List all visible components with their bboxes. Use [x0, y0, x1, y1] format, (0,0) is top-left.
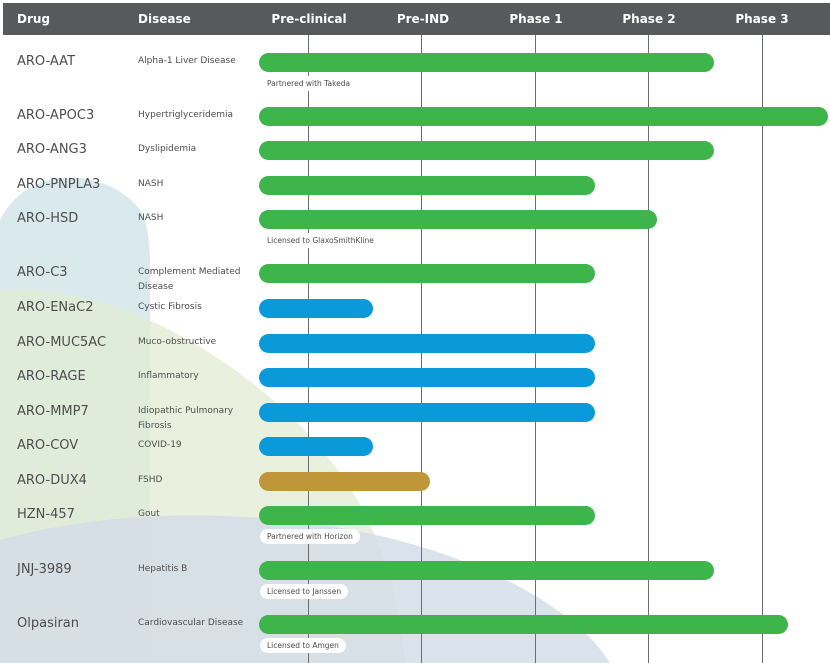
- drug-name: ARO-ANG3: [17, 142, 87, 157]
- disease-name: Cardiovascular Disease: [138, 618, 244, 628]
- disease-column-header: Disease: [138, 12, 191, 26]
- drug-name: ARO-RAGE: [17, 369, 86, 384]
- drug-name: HZN-457: [17, 507, 75, 522]
- progress-bar: [259, 615, 788, 634]
- phase-header-preind: Pre-IND: [396, 12, 450, 26]
- disease-name: Hypertriglyceridemia: [138, 110, 234, 120]
- progress-bar: [259, 506, 595, 525]
- phase-header-phase3: Phase 3: [735, 12, 789, 26]
- progress-bar: [259, 368, 595, 387]
- progress-bar: [259, 210, 657, 229]
- disease-name: Hepatitis B: [138, 564, 188, 574]
- progress-bar: [259, 403, 595, 422]
- drug-name: JNJ-3989: [17, 562, 72, 577]
- phase-header-phase1: Phase 1: [509, 12, 563, 26]
- disease-name: Idiopathic Pulmonary Fibrosis: [138, 406, 234, 431]
- drug-name: ARO-PNPLA3: [17, 177, 101, 192]
- progress-bar: [259, 141, 714, 160]
- table-header: Drug Disease Pre-clinical Pre-IND Phase …: [3, 3, 830, 35]
- partner-label: Partnered with Takeda: [260, 76, 358, 91]
- disease-name: Alpha-1 Liver Disease: [138, 56, 236, 66]
- progress-bar: [259, 264, 595, 283]
- drug-name: ARO-MMP7: [17, 404, 89, 419]
- disease-name: COVID-19: [138, 440, 182, 450]
- pipeline-rows: ARO-AAT Alpha-1 Liver Disease Partnered wi…: [0, 35, 830, 663]
- partner-label: Partnered with Horizon: [260, 529, 360, 544]
- disease-name: Muco-obstructive: [138, 337, 217, 347]
- disease-name: FSHD: [138, 475, 163, 485]
- drug-name: ARO-MUC5AC: [17, 335, 107, 350]
- gridline: [648, 35, 649, 663]
- progress-bar: [259, 437, 373, 456]
- drug-name: ARO-APOC3: [17, 108, 95, 123]
- progress-bar: [259, 472, 430, 491]
- progress-bar: [259, 53, 714, 72]
- drug-name: ARO-C3: [17, 265, 68, 280]
- disease-name: Complement Mediated Disease: [138, 267, 241, 292]
- partner-label: Licensed to Janssen: [260, 584, 349, 599]
- partner-label: Licensed to Amgen: [260, 638, 346, 653]
- partner-label: Licensed to GlaxoSmithKline: [260, 233, 381, 248]
- progress-bar: [259, 334, 595, 353]
- phase-header-phase2: Phase 2: [622, 12, 676, 26]
- phase-header-preclinical: Pre-clinical: [271, 12, 347, 26]
- progress-bar: [259, 299, 373, 318]
- drug-name: ARO-HSD: [17, 211, 79, 226]
- disease-name: Gout: [138, 509, 160, 519]
- disease-name: Cystic Fibrosis: [138, 302, 202, 312]
- drug-name: ARO-DUX4: [17, 473, 87, 488]
- progress-bar: [259, 176, 595, 195]
- progress-bar: [259, 561, 714, 580]
- drug-name: Olpasiran: [17, 616, 79, 631]
- disease-name: Dyslipidemia: [138, 144, 197, 154]
- disease-name: Inflammatory: [138, 371, 199, 381]
- drug-name: ARO-AAT: [17, 54, 76, 69]
- drug-column-header: Drug: [17, 12, 51, 26]
- disease-name: NASH: [138, 179, 164, 189]
- drug-name: ARO-ENaC2: [17, 300, 94, 315]
- disease-name: NASH: [138, 213, 164, 223]
- progress-bar: [259, 107, 828, 126]
- drug-name: ARO-COV: [17, 438, 79, 453]
- gridline: [762, 35, 763, 663]
